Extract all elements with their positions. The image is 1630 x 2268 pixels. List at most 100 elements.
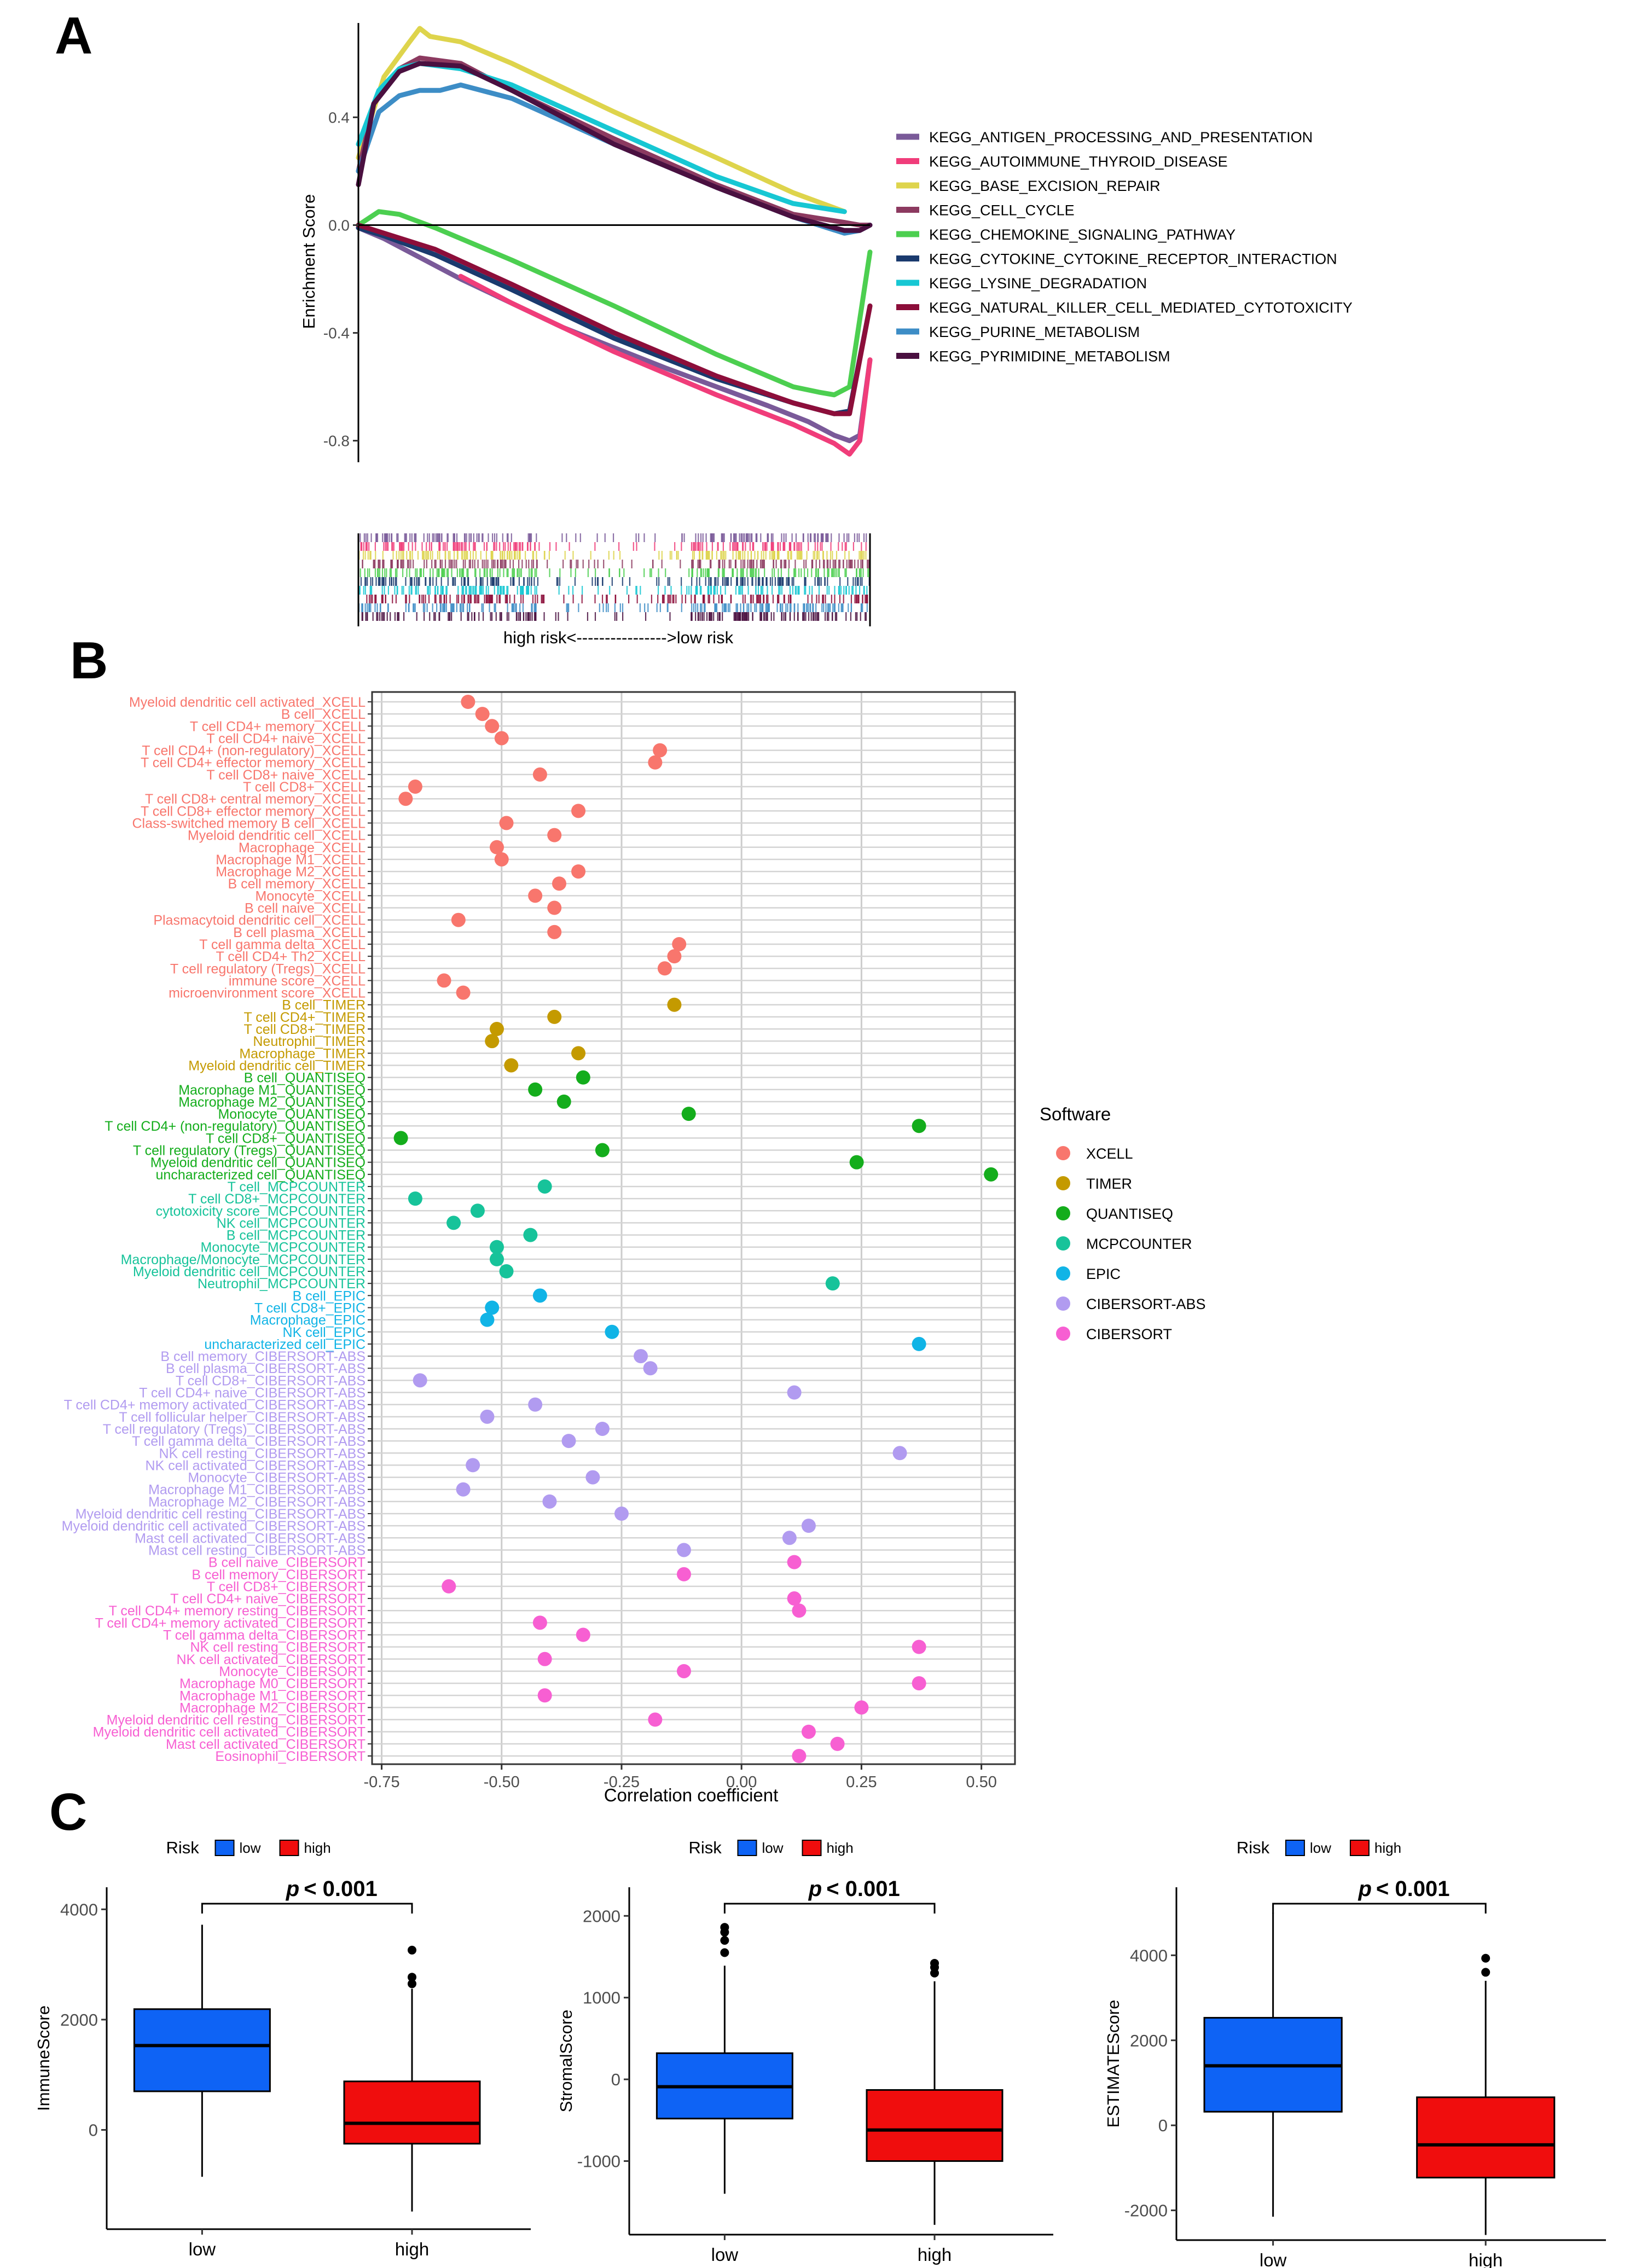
a-legend-label: KEGG_CELL_CYCLE [929, 202, 1075, 219]
b-point [892, 1446, 907, 1461]
b-point [485, 719, 500, 734]
a-legend-label: KEGG_BASE_EXCISION_REPAIR [929, 178, 1161, 194]
b-row-label: T cell CD8+_EPIC [254, 1300, 366, 1316]
b-point [499, 816, 514, 830]
b-x-tick-label: 0.25 [846, 1773, 877, 1791]
c-outlier-point [1481, 1953, 1490, 1963]
b-legend-key [1056, 1296, 1070, 1311]
c-y-tick-label: -2000 [1124, 2201, 1168, 2220]
b-row-label: Plasmacytoid dendritic cell_XCELL [153, 913, 366, 928]
es-line-kegg-autoimmune-thyroid-disease [458, 274, 873, 457]
b-point [648, 755, 663, 770]
b-row-label: T cell CD8+_QUANTISEQ [206, 1131, 366, 1146]
b-row-label: T cell CD8+ effector memory_XCELL [141, 804, 366, 819]
b-row-label: Myeloid dendritic cell activated_XCELL [129, 695, 366, 710]
a-legend-label: KEGG_PYRIMIDINE_METABOLISM [929, 348, 1170, 365]
b-point [504, 1058, 519, 1073]
b-row-label: Eosinophil_CIBERSORT [215, 1749, 366, 1764]
b-row-label: T cell CD4+ memory activated_CIBERSORT-A… [64, 1398, 366, 1413]
b-row-label: Class-switched memory B cell_XCELL [132, 816, 366, 831]
b-row-label: Macrophage_TIMER [239, 1046, 366, 1061]
b-point [801, 1724, 816, 1739]
b-row-label: NK cell activated_CIBERSORT-ABS [146, 1458, 366, 1473]
b-row-label: B cell plasma_XCELL [233, 925, 366, 940]
b-x-tick-label: -0.50 [484, 1773, 520, 1791]
b-point [408, 1191, 422, 1206]
b-point [470, 1203, 485, 1218]
b-row-label: Neutrophil_MCPCOUNTER [198, 1276, 366, 1292]
c-y-tick-label: 0 [1158, 2116, 1168, 2135]
b-row-label: Macrophage M2_QUANTISEQ [178, 1095, 366, 1110]
b-point [456, 985, 471, 1000]
a-legend-label: KEGG_CYTOKINE_CYTOKINE_RECEPTOR_INTERACT… [929, 251, 1337, 267]
es-line-kegg-pyrimidine-metabolism [356, 61, 873, 233]
b-point [547, 900, 562, 915]
c-legend-title: Risk [689, 1838, 722, 1857]
c-outlier-point [408, 1979, 416, 1988]
panel-label-b: B [70, 631, 108, 690]
es-line-kegg-antigen-processing-and-presentation [356, 225, 873, 444]
a-legend-label: KEGG_CHEMOKINE_SIGNALING_PATHWAY [929, 226, 1235, 243]
c-y-tick-label: 4000 [60, 1900, 98, 1919]
b-row-label: B cell_QUANTISEQ [244, 1071, 366, 1086]
b-row-label: Mast cell resting_CIBERSORT-ABS [148, 1543, 366, 1558]
c-pvalue-text: < 0.001 [304, 1877, 378, 1901]
b-row-label: immune score_XCELL [229, 973, 366, 988]
b-point [595, 1421, 610, 1436]
b-row-label: Monocyte_XCELL [255, 888, 366, 904]
b-row-label: Myeloid dendritic cell resting_CIBERSORT [107, 1713, 366, 1728]
c-pvalue-text: < 0.001 [1376, 1877, 1450, 1901]
b-row-label: uncharacterized cell_QUANTISEQ [156, 1167, 366, 1183]
b-row-label: T cell CD4+ Th2_XCELL [216, 949, 366, 964]
box-plot-immune: 0 2000 4000 ImmuneScore low high p < 0.001 Risk l… [34, 1838, 531, 2259]
b-row-label: T cell CD8+_TIMER [243, 1022, 366, 1037]
c-y-axis-label: ImmuneScore [34, 2005, 53, 2111]
b-point [542, 1494, 557, 1509]
b-point [576, 1627, 590, 1642]
a-rank-axis-label: high risk<---------------->low risk [503, 628, 734, 647]
c-x-tick-label: high [1469, 2250, 1503, 2268]
box-plot-stromal: -1000 0 1000 2000 StromalScore low high p < 0.00… [556, 1838, 1053, 2265]
a-legend-label: KEGG_PURINE_METABOLISM [929, 324, 1140, 340]
b-row-label: microenvironment score_XCELL [169, 986, 366, 1001]
c-outlier-point [720, 1948, 729, 1957]
b-row-label: T cell gamma delta_XCELL [199, 937, 366, 952]
b-row-label: T cell follicular helper_CIBERSORT-ABS [119, 1410, 366, 1425]
b-row-label: Macrophage_EPIC [250, 1313, 366, 1328]
b-x-tick-label: -0.75 [363, 1773, 399, 1791]
b-legend-key [1056, 1327, 1070, 1341]
b-row-label: cytotoxicity score_MCPCOUNTER [156, 1203, 366, 1219]
b-row-label: uncharacterized cell_EPIC [204, 1337, 366, 1352]
b-point [681, 1107, 696, 1121]
b-point [528, 1397, 543, 1412]
c-x-tick-label: high [395, 2239, 429, 2259]
a-y-tick-label: 0.0 [328, 217, 350, 234]
b-point [676, 1567, 691, 1581]
b-point [912, 1639, 926, 1654]
b-legend-key [1056, 1236, 1070, 1251]
b-legend-key [1056, 1206, 1070, 1220]
c-significance-bracket [201, 1903, 413, 1914]
b-row-label: B cell memory_CIBERSORT-ABS [160, 1349, 366, 1364]
b-row-label: Myeloid dendritic cell_QUANTISEQ [150, 1155, 366, 1171]
b-point [792, 1749, 807, 1763]
panel-a-gsea-plot: KEGG_ANTIGEN_PROCESSING_AND_PRESENTATION… [299, 23, 1353, 647]
b-row-label: B cell_TIMER [282, 998, 366, 1013]
b-point [485, 1300, 500, 1315]
b-row-label: T cell_MCPCOUNTER [228, 1179, 366, 1195]
b-row-label: Macrophage M2_CIBERSORT-ABS [148, 1494, 366, 1510]
b-point [830, 1736, 845, 1751]
b-point [532, 767, 547, 782]
b-row-label: T cell CD8+_MCPCOUNTER [188, 1191, 366, 1207]
b-legend-label: CIBERSORT-ABS [1086, 1296, 1206, 1312]
c-legend-title: Risk [166, 1838, 200, 1857]
c-outlier-point [1481, 1968, 1490, 1977]
a-legend-label: KEGG_NATURAL_KILLER_CELL_MEDIATED_CYTOTO… [929, 300, 1353, 316]
b-point [782, 1531, 797, 1545]
b-row-label: Mast cell activated_CIBERSORT-ABS [135, 1531, 366, 1546]
b-point [634, 1349, 648, 1364]
b-x-axis-label: Correlation coefficient [604, 1785, 779, 1805]
b-point [648, 1712, 663, 1727]
